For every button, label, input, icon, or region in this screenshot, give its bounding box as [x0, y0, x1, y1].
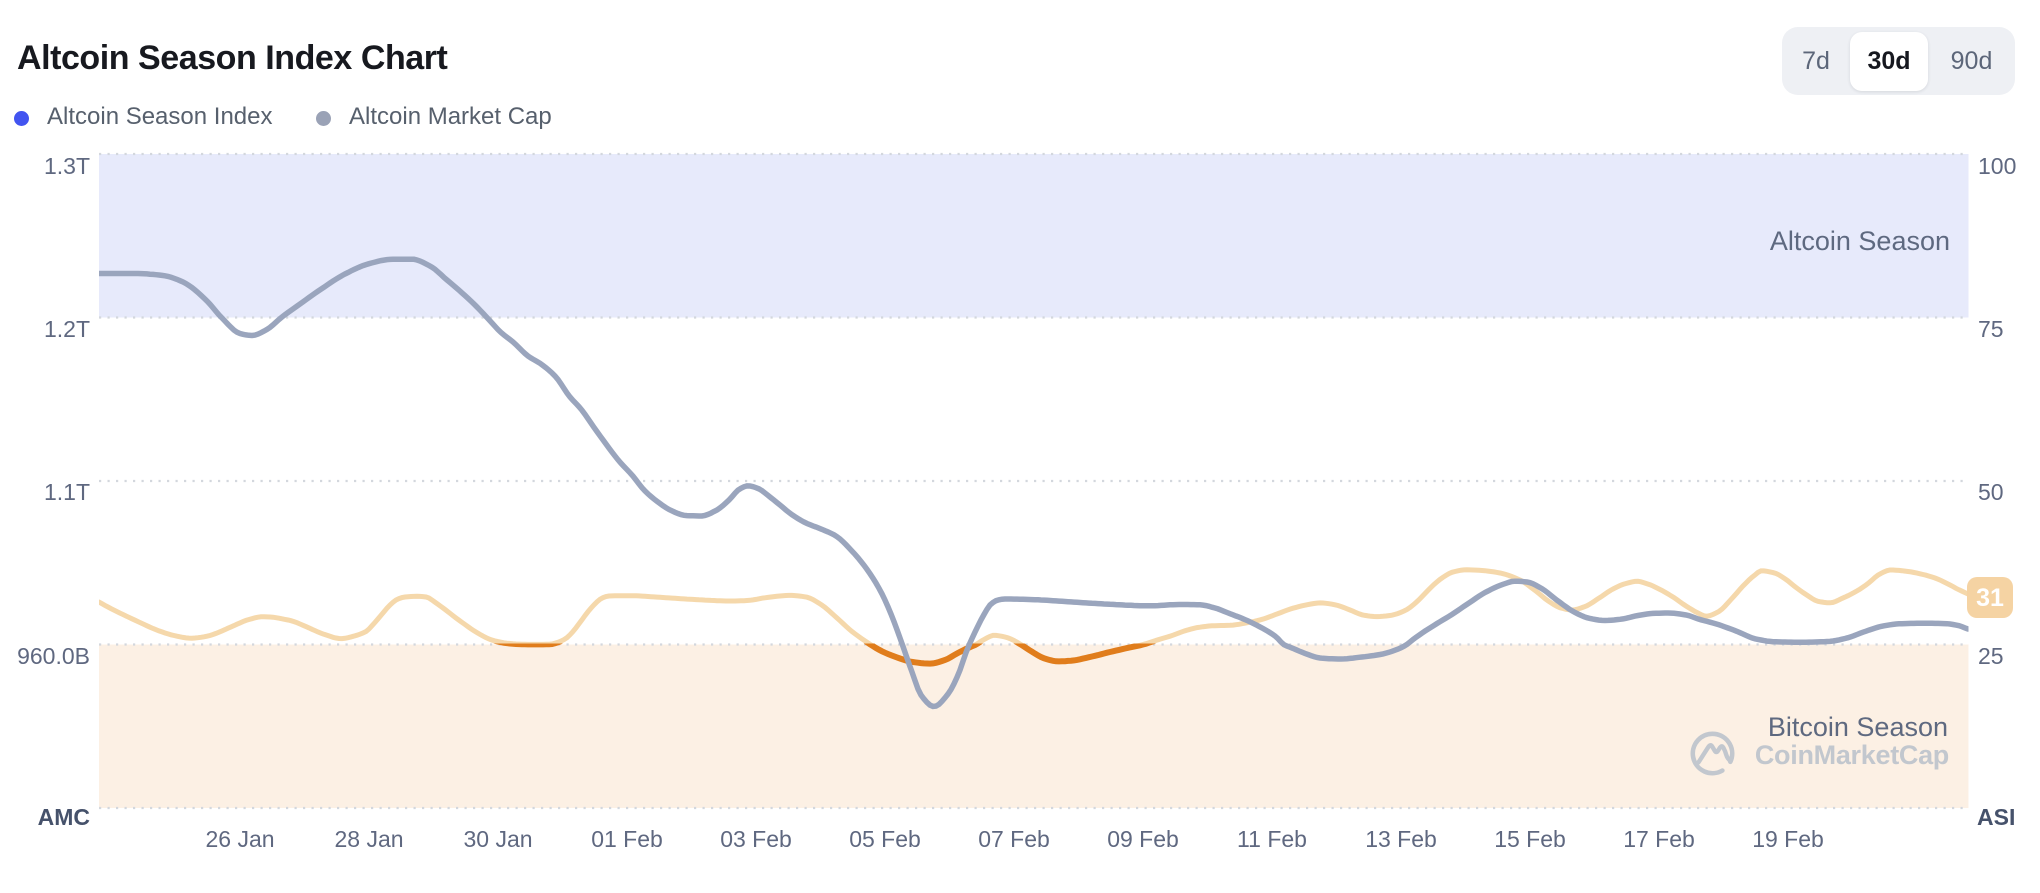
svg-text:31: 31 [1976, 584, 2004, 612]
